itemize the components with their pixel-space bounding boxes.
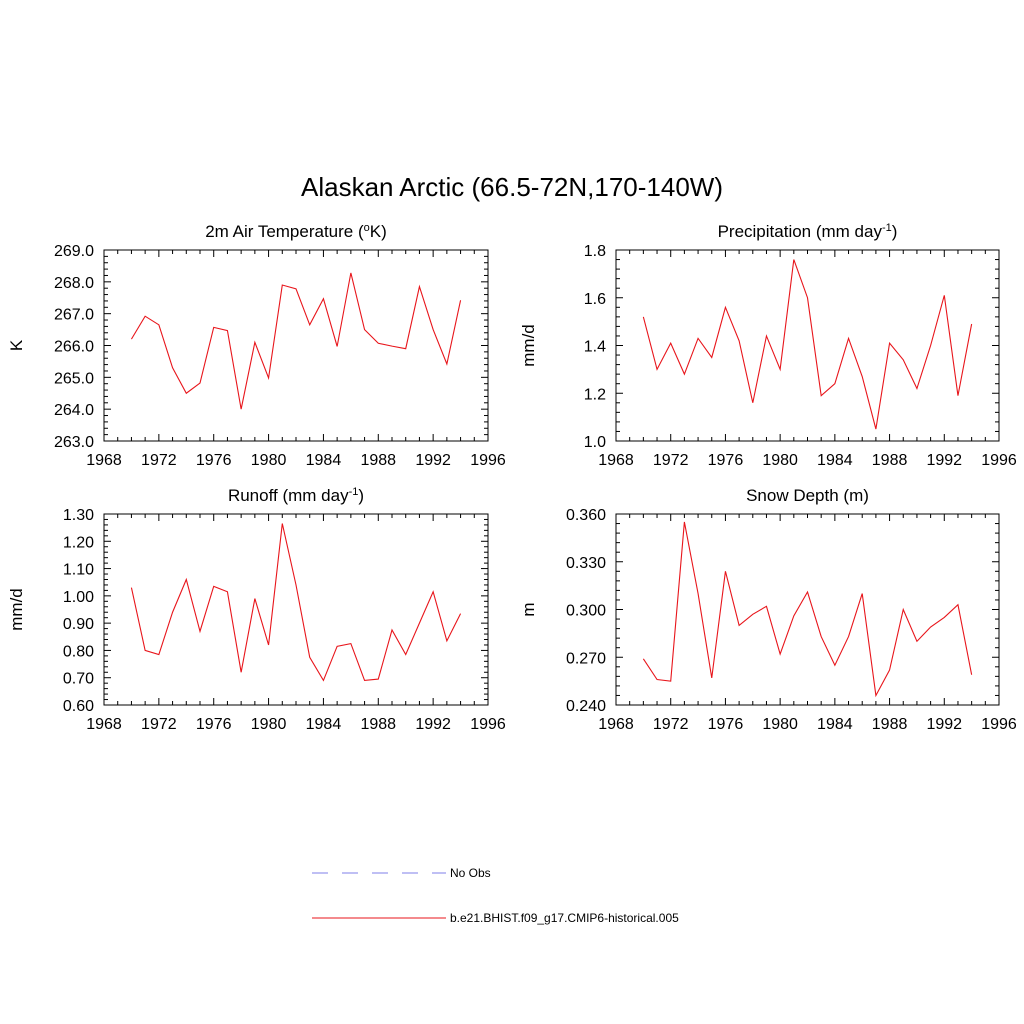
- y-tick-label: 0.360: [566, 507, 606, 524]
- y-tick-label: 269.0: [54, 243, 94, 260]
- y-tick-label: 1.10: [63, 562, 94, 579]
- x-tick-label: 1992: [415, 452, 451, 469]
- plot-frame: [615, 249, 1000, 442]
- y-tick-label: 1.30: [63, 507, 94, 524]
- y-axis-label: mm/d: [519, 324, 538, 367]
- figure-title: Alaskan Arctic (66.5-72N,170-140W): [301, 172, 723, 202]
- x-tick-label: 1988: [872, 716, 908, 733]
- panel-title-text: Precipitation (mm day: [718, 222, 883, 241]
- x-tick-label: 1976: [196, 452, 232, 469]
- panel-title-text-end: ): [892, 222, 898, 241]
- x-tick-label: 1968: [86, 716, 122, 733]
- y-axis-label: mm/d: [7, 588, 26, 631]
- chart-panels: 2m Air Temperature (oK) K 1968 1972 1976 1980…: [7, 222, 1017, 733]
- panel-title-text-end: ): [358, 486, 364, 505]
- y-tick-label: 0.300: [566, 603, 606, 620]
- panel-runoff: Runoff (mm day-1) mm/d 1968 1972 1976 1980 198…: [7, 486, 506, 733]
- panel-precipitation: Precipitation (mm day-1) mm/d 1968 1972 1976…: [519, 222, 1017, 469]
- y-tick-label: 263.0: [54, 434, 94, 451]
- x-tick-label: 1992: [926, 452, 962, 469]
- panel-title: Precipitation (mm day-1): [718, 222, 898, 241]
- series-line-model: [130, 272, 462, 410]
- panel-title-superscript: o: [364, 222, 370, 234]
- x-tick-label: 1972: [653, 452, 689, 469]
- x-tick-label: 1984: [306, 716, 342, 733]
- x-tick-label: 1996: [981, 452, 1017, 469]
- y-tick-label: 0.240: [566, 698, 606, 715]
- x-tick-label: 1992: [415, 716, 451, 733]
- x-tick-label: 1980: [762, 716, 798, 733]
- panel-snow-depth: Snow Depth (m) m 1968 1972 1976 1980 1984 1988 1…: [519, 486, 1017, 733]
- y-tick-label: 0.330: [566, 555, 606, 572]
- x-tick-label: 1996: [981, 716, 1017, 733]
- panel-title-text-end: K): [370, 222, 387, 241]
- x-tick-label: 1980: [251, 452, 287, 469]
- x-tick-label: 1968: [598, 716, 634, 733]
- panel-title-superscript: -1: [882, 222, 892, 234]
- y-tick-label: 1.4: [584, 339, 606, 356]
- y-tick-label: 264.0: [54, 402, 94, 419]
- panel-temperature: 2m Air Temperature (oK) K 1968 1972 1976 1980…: [7, 222, 506, 469]
- y-tick-label: 1.20: [63, 534, 94, 551]
- panel-title: 2m Air Temperature (oK): [205, 222, 387, 241]
- y-tick-label: 1.8: [584, 243, 606, 260]
- x-tick-label: 1976: [196, 716, 232, 733]
- y-tick-label: 265.0: [54, 370, 94, 387]
- x-tick-label: 1992: [926, 716, 962, 733]
- panel-title-superscript: -1: [349, 486, 359, 498]
- y-tick-label: 1.2: [584, 386, 606, 403]
- panel-title-text: Runoff (mm day: [228, 486, 349, 505]
- x-tick-label: 1968: [86, 452, 122, 469]
- x-tick-label: 1988: [360, 452, 396, 469]
- legend-label-no-obs: No Obs: [450, 866, 491, 880]
- x-tick-label: 1984: [306, 452, 342, 469]
- y-tick-label: 1.6: [584, 291, 606, 308]
- y-tick-label: 0.70: [63, 671, 94, 688]
- y-tick-label: 0.80: [63, 643, 94, 660]
- series-line-model: [130, 523, 462, 682]
- plot-frame: [615, 513, 1000, 706]
- series-line-model: [642, 259, 973, 430]
- panel-title-text: 2m Air Temperature (: [205, 222, 364, 241]
- y-tick-label: 266.0: [54, 339, 94, 356]
- series-line-model: [642, 521, 973, 698]
- x-tick-label: 1976: [708, 716, 744, 733]
- x-tick-label: 1996: [470, 716, 506, 733]
- x-tick-label: 1968: [598, 452, 634, 469]
- y-tick-label: 1.0: [584, 434, 606, 451]
- panel-title: Snow Depth (m): [746, 486, 869, 505]
- legend-label-model: b.e21.BHIST.f09_g17.CMIP6-historical.005: [450, 911, 679, 925]
- legend: No Obs b.e21.BHIST.f09_g17.CMIP6-histori…: [312, 866, 679, 925]
- plot-frame: [103, 513, 489, 706]
- x-tick-label: 1972: [141, 716, 177, 733]
- x-tick-label: 1984: [817, 452, 853, 469]
- y-tick-label: 0.90: [63, 616, 94, 633]
- y-tick-label: 0.60: [63, 698, 94, 715]
- x-tick-label: 1980: [251, 716, 287, 733]
- panel-title-text: Snow Depth (m): [746, 486, 869, 505]
- y-axis-label: m: [519, 602, 538, 616]
- y-tick-label: 267.0: [54, 307, 94, 324]
- x-tick-label: 1972: [141, 452, 177, 469]
- x-tick-label: 1976: [708, 452, 744, 469]
- y-tick-label: 268.0: [54, 275, 94, 292]
- y-tick-label: 1.00: [63, 589, 94, 606]
- x-tick-label: 1972: [653, 716, 689, 733]
- x-tick-label: 1984: [817, 716, 853, 733]
- panel-title: Runoff (mm day-1): [228, 486, 364, 505]
- x-tick-label: 1996: [470, 452, 506, 469]
- y-axis-label: K: [7, 339, 26, 351]
- y-tick-label: 0.270: [566, 650, 606, 667]
- x-tick-label: 1988: [872, 452, 908, 469]
- plot-frame: [103, 249, 489, 442]
- x-tick-label: 1980: [762, 452, 798, 469]
- x-tick-label: 1988: [360, 716, 396, 733]
